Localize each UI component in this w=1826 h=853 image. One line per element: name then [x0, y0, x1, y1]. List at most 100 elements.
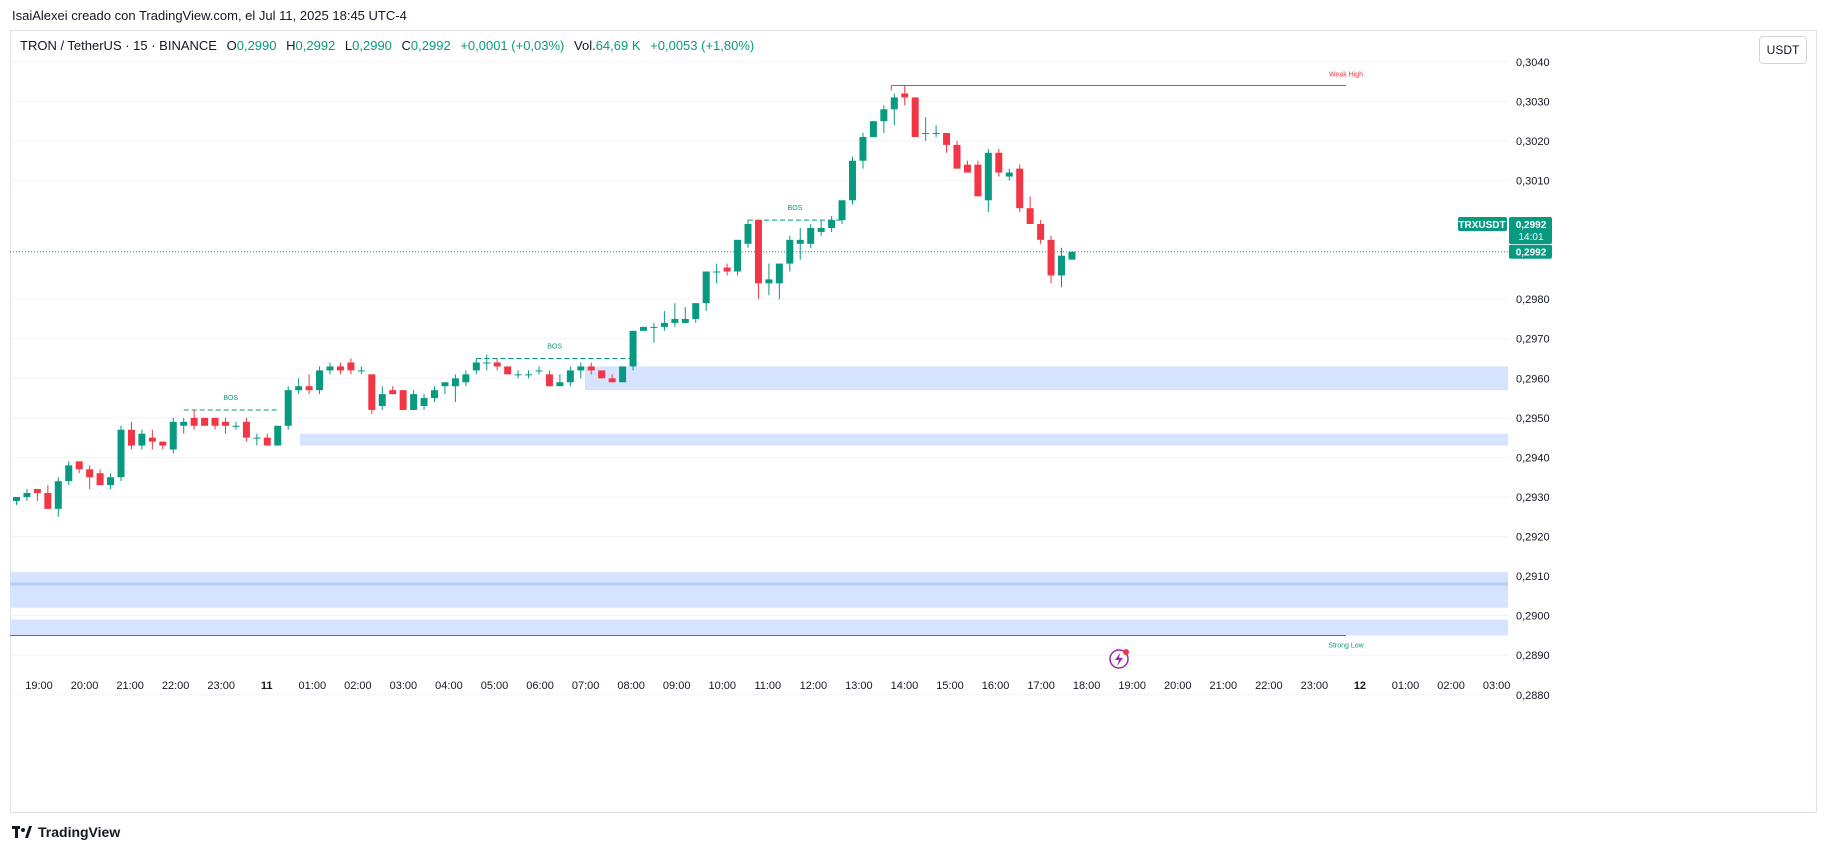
- candle: [525, 370, 533, 379]
- candle: [598, 370, 606, 379]
- candle-body: [984, 152, 992, 201]
- candle: [671, 303, 679, 327]
- price-tick-label: 0,2940: [1516, 452, 1550, 464]
- tradingview-branding[interactable]: TradingView: [12, 824, 120, 840]
- candle: [744, 220, 752, 248]
- open-label: O: [226, 38, 237, 53]
- candle-body: [1058, 255, 1065, 276]
- currency-label: USDT: [1766, 43, 1800, 57]
- tradingview-brand-label: TradingView: [38, 824, 121, 840]
- lightning-icon-ring: [1109, 649, 1129, 669]
- candle: [190, 409, 198, 430]
- candle: [483, 354, 491, 371]
- candle-body: [33, 489, 41, 494]
- time-tick-label: 11: [261, 680, 273, 692]
- volume-label: Vol.: [574, 38, 596, 53]
- candle-body: [75, 461, 83, 470]
- candle: [86, 465, 94, 490]
- structure-lines: BOS BOS BOS Weak High Strong Low: [10, 72, 1508, 649]
- candle: [566, 366, 574, 387]
- candle: [1005, 168, 1013, 181]
- candle: [535, 366, 543, 375]
- candle-body: [859, 136, 867, 161]
- candle: [410, 390, 418, 410]
- candle-body: [953, 144, 961, 169]
- time-tick-label: 12:00: [800, 680, 828, 692]
- candle: [995, 148, 1003, 177]
- candle: [159, 441, 167, 450]
- candle-body: [911, 97, 919, 137]
- candle: [660, 311, 668, 331]
- candle-body: [619, 366, 627, 383]
- time-tick-label: 19:00: [1118, 680, 1146, 692]
- close-value: 0,2992: [410, 38, 451, 53]
- candle-body: [211, 417, 219, 426]
- time-tick-label: 06:00: [526, 680, 554, 692]
- candle-body: [995, 152, 1003, 173]
- open-value: 0,2990: [236, 38, 277, 53]
- candle-body: [23, 493, 31, 497]
- chart-legend: TRON / TetherUS · 15 · BINANCE O0,2990 H…: [20, 38, 754, 53]
- time-tick-label: 09:00: [663, 680, 691, 692]
- candle: [650, 322, 658, 343]
- candle-body: [13, 496, 20, 501]
- time-tick-label: 21:00: [116, 680, 144, 692]
- candle: [462, 370, 470, 387]
- candle: [420, 394, 428, 410]
- bos-label: BOS: [547, 344, 562, 351]
- candle-body: [650, 326, 658, 328]
- candle: [869, 121, 877, 137]
- candle: [107, 473, 115, 490]
- candle-body: [901, 93, 909, 98]
- candle: [201, 417, 209, 426]
- currency-button[interactable]: USDT: [1759, 36, 1807, 64]
- candle: [23, 489, 31, 501]
- candle: [911, 97, 919, 137]
- candle: [963, 160, 971, 173]
- candle-body: [556, 382, 564, 387]
- candle: [786, 235, 794, 272]
- candle-body: [807, 227, 815, 244]
- candle-body: [849, 160, 856, 201]
- candle-body: [159, 441, 167, 446]
- candle: [284, 386, 292, 430]
- price-tick-label: 0,2880: [1516, 690, 1550, 702]
- candle-body: [274, 425, 282, 446]
- candle-body: [796, 239, 804, 244]
- candle-body: [692, 303, 700, 319]
- candle: [180, 417, 188, 434]
- price-tick-label: 0,3040: [1516, 57, 1550, 69]
- chart-frame: [10, 30, 1817, 813]
- candle: [734, 239, 742, 276]
- symbol-label[interactable]: TRON / TetherUS · 15 · BINANCE: [20, 38, 217, 53]
- candle-body: [431, 390, 438, 399]
- candle: [629, 330, 637, 371]
- candle-body: [138, 433, 146, 446]
- time-tick-label: 12: [1354, 680, 1366, 692]
- candle-body: [201, 417, 209, 426]
- candle-body: [932, 133, 940, 135]
- time-tick-label: 01:00: [299, 680, 327, 692]
- candle: [619, 366, 627, 383]
- candle-body: [347, 362, 355, 371]
- time-tick-label: 22:00: [1255, 680, 1283, 692]
- candle: [1016, 164, 1024, 213]
- candle: [723, 263, 731, 276]
- candle-body: [378, 394, 386, 406]
- candle-body: [65, 465, 73, 482]
- candle: [305, 374, 313, 395]
- candle: [775, 263, 783, 300]
- time-tick-label: 17:00: [1027, 680, 1055, 692]
- candle: [859, 133, 867, 169]
- candle: [347, 358, 355, 375]
- time-tick-label: 14:00: [891, 680, 919, 692]
- candle: [702, 271, 710, 312]
- candle: [169, 417, 177, 454]
- candle-body: [640, 326, 647, 331]
- close-label: C: [401, 38, 411, 53]
- candle: [431, 386, 438, 403]
- candle-body: [744, 224, 752, 244]
- candle-body: [451, 378, 459, 387]
- price-tick-label: 0,2970: [1516, 334, 1550, 346]
